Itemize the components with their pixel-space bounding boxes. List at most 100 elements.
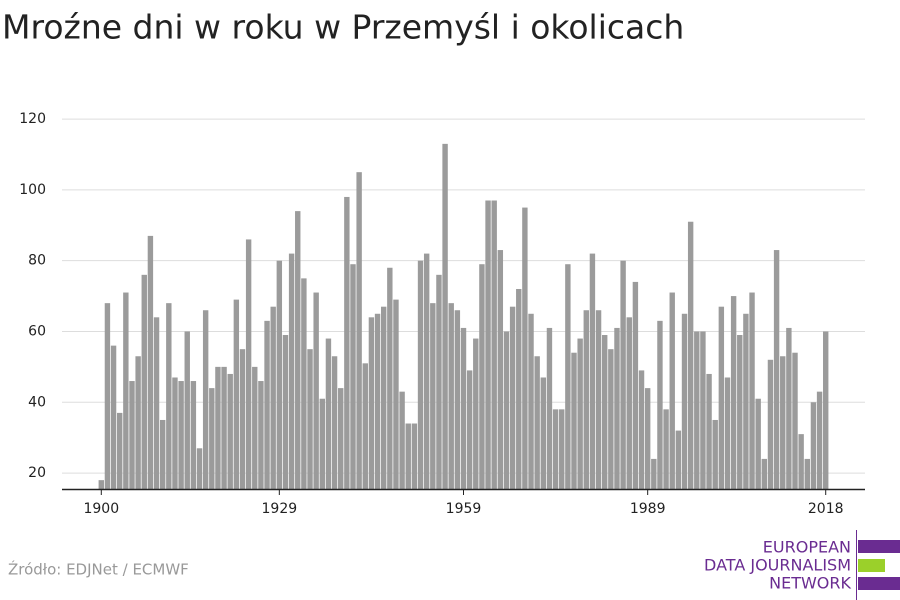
bar <box>282 335 289 489</box>
bar <box>264 320 270 489</box>
y-tick-label: 40 <box>28 394 46 410</box>
bar <box>399 391 405 489</box>
bar <box>552 409 559 489</box>
bar <box>491 200 497 489</box>
bar <box>295 211 301 489</box>
bar <box>411 423 418 489</box>
bar <box>178 381 184 489</box>
bar <box>368 317 375 489</box>
bar <box>239 349 246 489</box>
bar <box>172 377 178 489</box>
bar <box>338 388 344 489</box>
bar <box>147 235 154 489</box>
bar <box>387 267 393 489</box>
bar <box>442 143 448 489</box>
bar <box>209 388 215 489</box>
bar <box>245 239 252 489</box>
bar <box>773 250 780 489</box>
bar <box>141 274 147 489</box>
bar <box>460 327 467 489</box>
bar <box>497 250 504 489</box>
bar <box>350 264 356 489</box>
logo-bar <box>858 577 900 590</box>
bar <box>485 200 491 489</box>
bar <box>129 381 135 489</box>
bar <box>534 356 540 489</box>
x-tick-label: 2018 <box>808 501 844 517</box>
bar <box>233 299 240 489</box>
bar <box>565 264 571 489</box>
bar <box>227 373 233 489</box>
bar <box>546 327 553 489</box>
bar <box>380 306 387 489</box>
logo-text: DATA JOURNALISM <box>704 556 851 575</box>
bar <box>540 377 547 489</box>
bar <box>755 398 761 489</box>
bar <box>503 331 510 489</box>
bar <box>393 299 399 489</box>
bar <box>190 381 197 489</box>
bar <box>644 388 651 489</box>
x-tick-label: 1959 <box>446 501 482 517</box>
bar <box>123 292 129 489</box>
bar <box>718 306 725 489</box>
bar <box>184 331 190 489</box>
bar <box>417 260 424 489</box>
bar <box>159 419 166 489</box>
logo-text: NETWORK <box>769 574 851 593</box>
bar <box>657 320 663 489</box>
bar <box>663 409 669 489</box>
bar <box>743 313 749 489</box>
x-tick-label: 1989 <box>630 501 666 517</box>
logo-bar <box>858 559 885 572</box>
bar <box>166 303 172 489</box>
bar <box>816 391 823 489</box>
y-tick-label: 100 <box>19 182 46 198</box>
bar <box>669 292 675 489</box>
bar <box>749 292 755 489</box>
bar <box>675 430 682 489</box>
bar <box>331 356 338 489</box>
y-tick-label: 80 <box>28 253 46 269</box>
bar <box>153 317 160 489</box>
bar <box>595 310 602 489</box>
bar <box>307 349 313 489</box>
bar <box>798 434 804 489</box>
bar <box>614 327 620 489</box>
bar <box>288 253 295 489</box>
logo-text: EUROPEAN <box>763 538 851 557</box>
bar <box>767 359 774 489</box>
bar <box>528 313 534 489</box>
bar <box>405 423 411 489</box>
bar <box>98 480 104 489</box>
bar <box>110 345 117 489</box>
chart-title: Mroźne dni w roku w Przemyśl i okolicach <box>2 8 684 47</box>
y-tick-label: 20 <box>28 465 46 481</box>
bar <box>344 196 350 489</box>
bar <box>270 306 276 489</box>
bar <box>687 221 694 489</box>
bar <box>724 377 731 489</box>
bar <box>423 253 430 489</box>
bar <box>202 310 209 489</box>
bar <box>522 207 528 490</box>
bar <box>252 366 258 489</box>
bar <box>559 409 565 489</box>
bar <box>694 331 700 489</box>
x-tick-label: 1900 <box>83 501 119 517</box>
bar <box>626 317 632 489</box>
bar <box>681 313 688 489</box>
bar <box>810 402 817 489</box>
x-tick-label: 1929 <box>262 501 298 517</box>
bar <box>325 338 332 489</box>
bar <box>706 373 712 489</box>
bar <box>258 381 264 489</box>
bar <box>786 327 792 489</box>
bar <box>583 310 589 489</box>
logo-bar <box>858 540 900 553</box>
bar <box>104 303 111 489</box>
bar <box>430 303 436 489</box>
logo: EUROPEAN DATA JOURNALISM NETWORK <box>704 530 900 600</box>
bar <box>577 338 583 489</box>
